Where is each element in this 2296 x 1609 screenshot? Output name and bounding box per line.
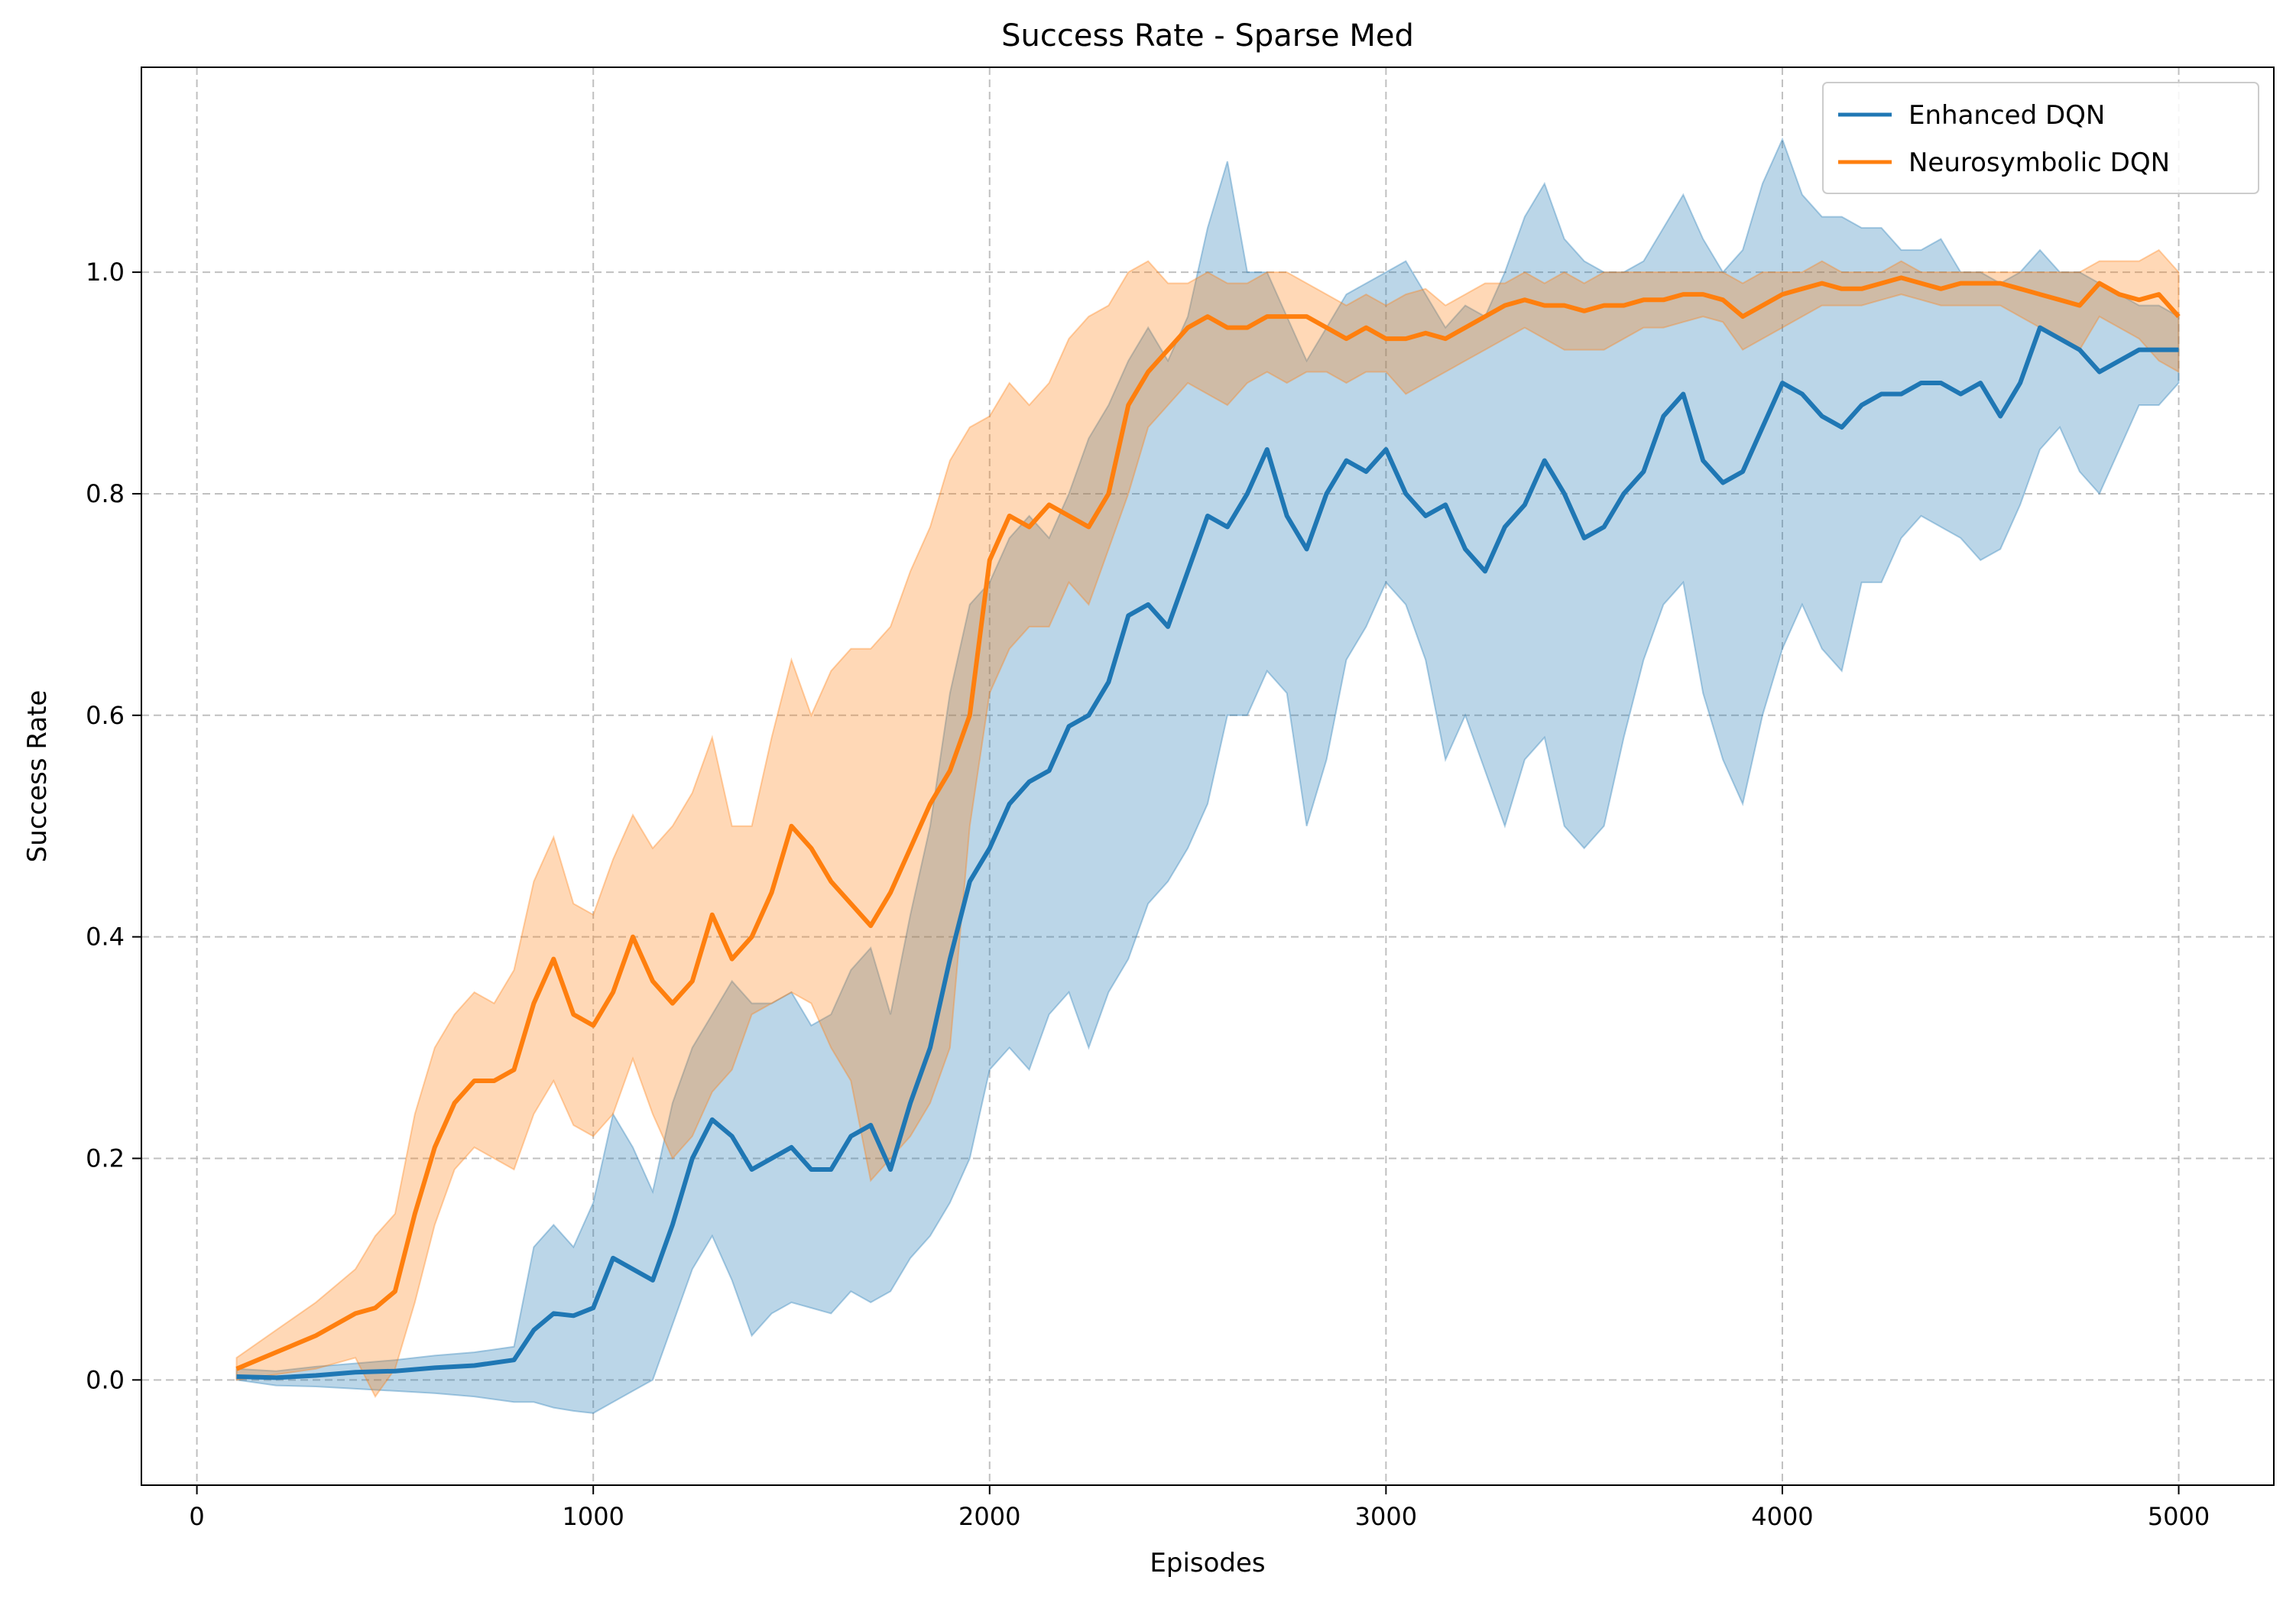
series-line-neurosymbolic-dqn	[235, 275, 2181, 1371]
axis-ticks: 0 1000 2000 3000 4000 5000 0.0 0.2 0.4 0.6 0.8 1.0	[86, 258, 2210, 1531]
chart-title: Success Rate - Sparse Med	[1001, 18, 1414, 54]
x-tick-label: 4000	[1751, 1502, 1813, 1531]
series-line-enhanced-dqn	[236, 325, 2179, 1380]
band-neurosymbolic-dqn	[235, 248, 2180, 1399]
y-tick-label: 0.0	[86, 1365, 125, 1394]
grid-lines	[141, 67, 2274, 1485]
y-tick-label: 0.8	[86, 479, 125, 508]
confidence-bands	[235, 137, 2180, 1414]
x-tick-label: 1000	[562, 1502, 624, 1531]
legend-label-neurosymbolic-dqn: Neurosymbolic DQN	[1908, 148, 2170, 178]
x-tick-label: 5000	[2148, 1502, 2210, 1531]
y-tick-label: 0.2	[86, 1143, 125, 1173]
y-tick-label: 0.6	[86, 701, 125, 730]
series-lines	[235, 275, 2181, 1380]
legend-box	[1822, 82, 2259, 194]
x-tick-label: 3000	[1355, 1502, 1417, 1531]
x-axis-label: Episodes	[1150, 1548, 1265, 1578]
y-tick-label: 1.0	[86, 258, 125, 287]
y-tick-label: 0.4	[86, 923, 125, 952]
legend-label-enhanced-dqn: Enhanced DQN	[1908, 100, 2105, 131]
x-tick-label: 2000	[958, 1502, 1020, 1531]
plot-frame	[141, 67, 2275, 1486]
legend: Enhanced DQN Neurosymbolic DQN	[1822, 82, 2259, 194]
band-enhanced-dqn	[235, 137, 2180, 1414]
x-tick-label: 0	[189, 1502, 204, 1531]
y-axis-label: Success Rate	[22, 690, 53, 863]
